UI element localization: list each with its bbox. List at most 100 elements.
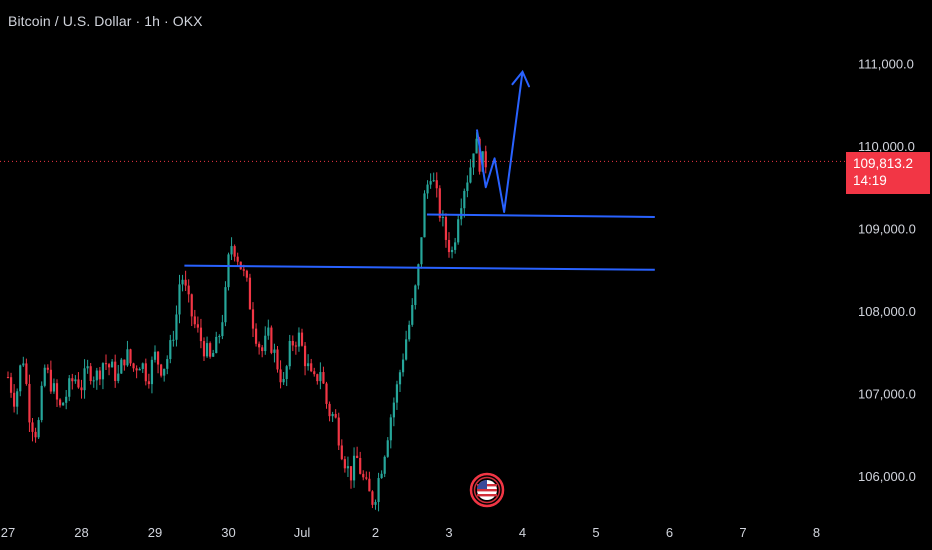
candle-body: [153, 351, 157, 360]
candle-body: [236, 256, 239, 262]
candle-body: [215, 336, 218, 354]
candle-body: [264, 335, 267, 352]
candle-body: [49, 369, 52, 392]
candle-body: [478, 138, 481, 172]
candle-body: [248, 277, 252, 310]
candle-body: [202, 341, 206, 357]
candle-body: [352, 455, 356, 481]
candle-body: [117, 373, 120, 381]
candle-body: [104, 363, 108, 365]
candle-body: [6, 377, 10, 378]
candle-body: [380, 473, 383, 479]
candle-body: [175, 314, 178, 340]
candle-body: [316, 374, 319, 382]
candle-body: [25, 363, 28, 384]
candle-body: [199, 327, 203, 342]
candle-body: [423, 193, 426, 238]
trend-line[interactable]: [426, 213, 655, 218]
candle-body: [62, 402, 65, 406]
time-axis: 27 28 29 30 Jul 2 3 4 5 6 7 8: [1, 525, 820, 540]
candle-body: [46, 367, 49, 370]
candle-body: [74, 379, 77, 382]
us-flag-icon[interactable]: [469, 472, 505, 508]
candle-body: [398, 372, 402, 385]
candle-body: [34, 431, 37, 438]
candle-body: [346, 466, 350, 469]
candle-body: [218, 336, 221, 338]
candle-body: [13, 392, 16, 407]
candle-body: [294, 345, 297, 347]
candle-body: [101, 363, 105, 380]
candle-body: [233, 246, 236, 257]
candle-body: [411, 304, 414, 325]
candle-body: [331, 414, 334, 417]
candle-body: [111, 361, 114, 368]
price-tick-label: 111,000.0: [858, 57, 914, 72]
candle-body: [114, 361, 117, 381]
projection-path[interactable]: [475, 71, 524, 213]
candle-body: [414, 285, 417, 305]
candle-body: [205, 343, 209, 357]
time-tick-label: 27: [1, 525, 15, 540]
candle-body: [9, 377, 13, 393]
candle-body: [58, 399, 62, 406]
candles-layer: [6, 132, 487, 512]
price-tick-label: 108,000.0: [858, 304, 916, 319]
time-tick-label: 2: [372, 525, 379, 540]
candle-body: [408, 324, 411, 340]
time-tick-label: 30: [221, 525, 235, 540]
candle-body: [291, 340, 294, 346]
trend-line[interactable]: [184, 264, 655, 271]
time-tick-label: 8: [813, 525, 820, 540]
candle-body: [22, 363, 25, 366]
candle-body: [68, 378, 71, 397]
candle-body: [377, 478, 380, 503]
candle-body: [251, 309, 255, 329]
candle-body: [126, 349, 129, 366]
candle-body: [245, 270, 248, 278]
candle-body: [469, 167, 472, 183]
candle-body: [19, 365, 22, 392]
candle-body: [261, 347, 264, 352]
candle-body: [144, 363, 147, 382]
candle-body: [193, 316, 196, 325]
candle-body: [43, 367, 46, 386]
candle-body: [254, 328, 258, 344]
candle-body: [230, 246, 233, 255]
candle-body: [349, 466, 353, 481]
candle-body: [37, 420, 40, 438]
candle-body: [368, 478, 371, 492]
candle-body: [80, 387, 83, 391]
candle-body: [460, 208, 463, 220]
price-axis: 111,000.0 110,000.0 109,000.0 108,000.0 107,…: [858, 57, 916, 485]
candle-body: [163, 368, 166, 376]
candle-body: [484, 151, 487, 168]
candle-body: [83, 368, 86, 391]
candle-body: [221, 322, 224, 337]
candle-body: [444, 217, 448, 240]
candle-body: [190, 294, 193, 317]
candle-body: [371, 491, 374, 505]
candle-body: [374, 502, 377, 505]
candle-body: [187, 285, 190, 295]
candle-body: [365, 477, 368, 479]
candle-body: [310, 363, 313, 372]
candle-body: [450, 249, 454, 253]
candle-body: [463, 190, 466, 209]
candle-body: [77, 379, 80, 388]
time-tick-label: 4: [519, 525, 526, 540]
candle-body: [322, 372, 325, 384]
time-tick-label: 5: [592, 525, 599, 540]
candle-body: [472, 153, 475, 168]
candle-body: [150, 359, 154, 385]
candle-body: [279, 369, 282, 383]
candle-body: [28, 383, 31, 423]
arrow-head: [511, 69, 531, 88]
candle-body: [273, 349, 276, 353]
candle-body: [328, 403, 331, 417]
candle-body: [184, 279, 187, 286]
candle-body: [420, 237, 423, 265]
candle-body: [307, 363, 310, 367]
time-tick-label: 6: [666, 525, 673, 540]
